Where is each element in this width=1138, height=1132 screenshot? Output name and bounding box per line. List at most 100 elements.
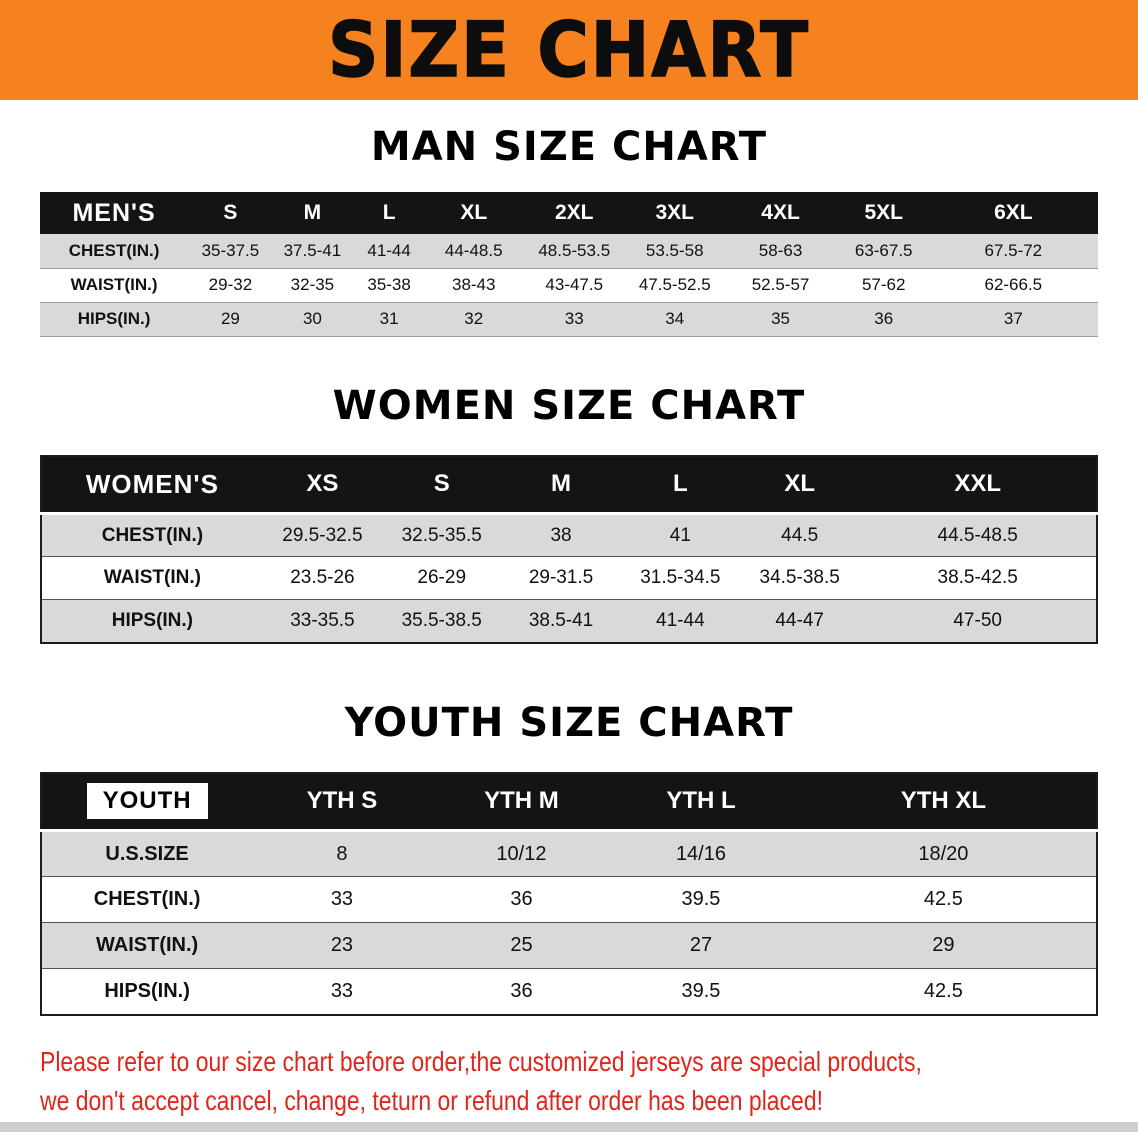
measurement-row: WAIST(IN.) 23 25 27 29 <box>41 922 1097 969</box>
size-value: 58-63 <box>758 240 803 260</box>
size-value: 38.5-42.5 <box>937 567 1018 588</box>
disclaimer-line-2: we don't accept cancel, change, teturn o… <box>40 1085 823 1117</box>
size-value: 44.5-48.5 <box>937 524 1018 546</box>
size-tables-container: MAN SIZE CHART MEN'S S M L XL 2XL 3XL 4XL 5XL 6XL C… <box>0 124 1138 1016</box>
size-value: 35-38 <box>367 275 411 294</box>
disclaimer-note: Please refer to our size chart before or… <box>40 1042 1138 1122</box>
measurement-row: HIPS(IN.) 33-35.5 35.5-38.5 38.5-41 41-44 44-… <box>41 599 1097 643</box>
size-value: 35.5-38.5 <box>401 609 482 631</box>
page-title: SIZE CHART <box>327 5 811 95</box>
size-value: 26-29 <box>417 567 467 588</box>
size-column-header: M <box>303 201 322 224</box>
size-column-header: L <box>382 201 396 224</box>
measurement-row: CHEST(IN.) 29.5-32.5 32.5-35.5 38 41 44.5 44.5… <box>41 513 1097 557</box>
measurement-row: WAIST(IN.) 29-32 32-35 35-38 38-43 43-47.5 47.… <box>40 268 1098 302</box>
size-value: 27 <box>689 934 713 956</box>
measurement-row: HIPS(IN.) 33 36 39.5 42.5 <box>41 968 1097 1015</box>
size-value: 57-62 <box>861 275 906 294</box>
size-value: 42.5 <box>923 979 963 1002</box>
women-size-section: WOMEN SIZE CHART WOMEN'S XS S M L XL XXL CHEST(I… <box>0 383 1138 644</box>
size-value: 44-47 <box>775 609 824 631</box>
row-label: HIPS(IN.) <box>104 979 190 1002</box>
size-value: 44.5 <box>781 524 819 546</box>
row-label: CHEST(IN.) <box>93 888 201 910</box>
size-value: 14/16 <box>675 842 726 865</box>
size-value: 67.5-72 <box>984 240 1043 260</box>
size-value: 29 <box>932 934 955 956</box>
men-section-heading: MAN SIZE CHART <box>370 124 768 170</box>
size-value: 41 <box>669 524 691 546</box>
women-header-row: WOMEN'S XS S M L XL XXL <box>41 455 1097 514</box>
size-value: 18/20 <box>918 842 969 865</box>
row-label: HIPS(IN.) <box>111 609 194 631</box>
youth-section-heading: YOUTH SIZE CHART <box>344 699 794 746</box>
size-value: 32-35 <box>290 275 335 294</box>
size-value: 63-67.5 <box>854 240 913 260</box>
row-label: CHEST(IN.) <box>101 524 204 546</box>
measurement-row: CHEST(IN.) 35-37.5 37.5-41 41-44 44-48.5 48.5… <box>40 234 1098 268</box>
size-value: 36 <box>510 979 533 1002</box>
measurement-row: HIPS(IN.) 29 30 31 32 33 34 35 36 37 <box>40 302 1098 336</box>
size-value: 37.5-41 <box>283 240 342 260</box>
size-value: 53.5-58 <box>645 240 704 260</box>
size-value: 42.5 <box>923 888 963 910</box>
women-label-header-text: WOMEN'S <box>85 468 219 499</box>
bottom-border-strip <box>0 1122 1138 1132</box>
size-value: 29-32 <box>208 275 253 294</box>
size-column-header: S <box>433 470 450 498</box>
size-value: 38-43 <box>451 275 496 294</box>
size-column-header: 6XL <box>994 201 1033 224</box>
youth-header-row: YOUTH YTH S YTH M YTH L YTH XL <box>41 772 1097 831</box>
row-label: HIPS(IN.) <box>77 309 151 328</box>
size-value: 37 <box>1003 309 1023 328</box>
youth-label-header-text: YOUTH <box>86 783 208 820</box>
size-value: 30 <box>302 309 322 328</box>
size-value: 10/12 <box>496 842 547 865</box>
youth-size-table: YOUTH YTH S YTH M YTH L YTH XL U.S.SIZE 8 10/12… <box>40 771 1098 1016</box>
size-column-header: L <box>673 470 688 498</box>
measurement-row: U.S.SIZE 8 10/12 14/16 18/20 <box>41 830 1097 877</box>
size-column-header: YTH L <box>666 787 736 815</box>
size-column-header: S <box>223 201 238 224</box>
size-column-header: XXL <box>954 470 1001 498</box>
measurement-row: CHEST(IN.) 33 36 39.5 42.5 <box>41 876 1097 923</box>
men-size-table: MEN'S S M L XL 2XL 3XL 4XL 5XL 6XL CHEST(IN.) 35-37… <box>40 192 1098 337</box>
size-value: 36 <box>510 888 533 910</box>
size-value: 34.5-38.5 <box>759 567 840 588</box>
size-value: 34 <box>665 309 685 328</box>
size-column-header: 3XL <box>655 201 694 224</box>
size-value: 41-44 <box>367 240 411 260</box>
size-value: 33-35.5 <box>290 609 355 631</box>
women-size-table: WOMEN'S XS S M L XL XXL CHEST(IN.) 29.5-32.5 32.5… <box>40 454 1098 644</box>
size-value: 33 <box>564 309 584 328</box>
size-value: 31.5-34.5 <box>640 567 721 588</box>
banner: SIZE CHART <box>0 0 1138 100</box>
size-value: 44-48.5 <box>444 240 503 260</box>
size-value: 47-50 <box>953 609 1002 631</box>
size-value: 32 <box>464 309 484 328</box>
size-value: 8 <box>336 842 348 865</box>
size-value: 29.5-32.5 <box>282 524 363 546</box>
size-value: 33 <box>330 979 354 1002</box>
youth-size-section: YOUTH SIZE CHART YOUTH YTH S YTH M YTH L YTH … <box>0 700 1138 1016</box>
row-label: WAIST(IN.) <box>103 567 201 588</box>
size-value: 32.5-35.5 <box>401 524 482 546</box>
men-label-header-cell: MEN'S <box>40 192 188 234</box>
size-value: 31 <box>379 309 399 328</box>
size-column-header: 5XL <box>864 201 903 224</box>
size-value: 38.5-41 <box>528 609 594 631</box>
disclaimer-line-1: Please refer to our size chart before or… <box>40 1045 922 1077</box>
row-label: WAIST(IN.) <box>70 275 158 294</box>
size-column-header: 2XL <box>554 201 594 224</box>
size-value: 29-31.5 <box>528 567 594 588</box>
row-label: WAIST(IN.) <box>95 934 199 956</box>
size-column-header: YTH M <box>484 787 559 815</box>
youth-label-header-cell: YOUTH <box>41 773 252 831</box>
size-column-header: YTH XL <box>900 787 987 815</box>
size-column-header: XL <box>784 470 815 498</box>
size-value: 48.5-53.5 <box>538 240 611 260</box>
size-value: 52.5-57 <box>751 275 810 294</box>
size-value: 35 <box>771 309 790 328</box>
size-value: 41-44 <box>656 609 705 631</box>
